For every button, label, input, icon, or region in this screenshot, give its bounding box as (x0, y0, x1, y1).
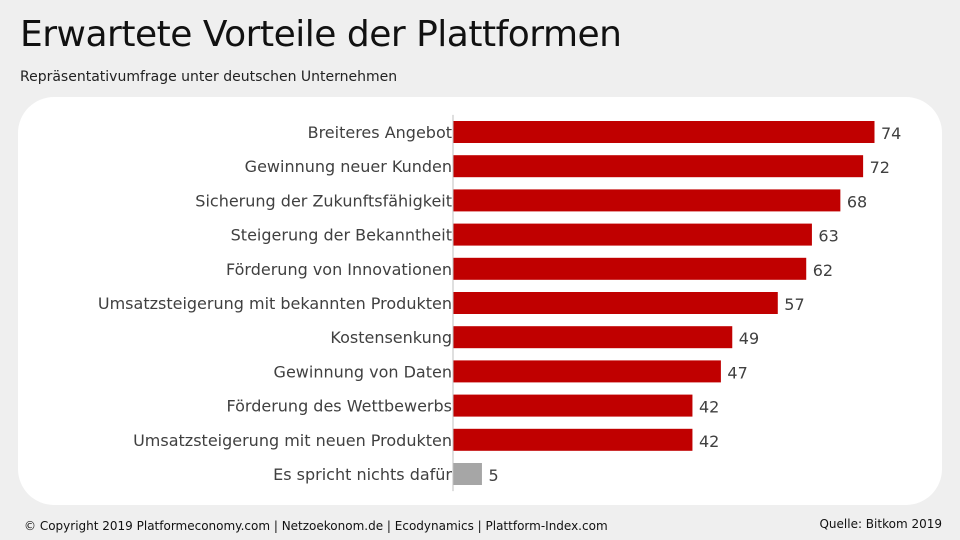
bar (453, 463, 482, 485)
category-label: Breiteres Angebot (308, 123, 452, 142)
data-label: 74 (881, 124, 901, 143)
bar-chart: Breiteres Angebot 74 Gewinnung neuer Kunde… (98, 114, 901, 492)
category-label: Sicherung der Zukunftsfähigkeit (195, 191, 452, 210)
page-title: Erwartete Vorteile der Plattformen (20, 14, 622, 55)
category-label: Förderung von Innovationen (226, 260, 452, 279)
bar (453, 394, 693, 417)
category-label: Gewinnung von Daten (274, 362, 452, 381)
data-label: 49 (739, 329, 759, 348)
data-label: 63 (818, 227, 838, 246)
bar (453, 223, 812, 246)
data-label: 5 (488, 466, 498, 485)
source-footer: Quelle: Bitkom 2019 (819, 517, 942, 531)
category-label: Gewinnung neuer Kunden (245, 157, 452, 176)
data-label: 57 (784, 295, 804, 314)
data-label: 47 (727, 363, 747, 382)
data-label: 42 (699, 432, 719, 451)
data-label: 68 (847, 192, 867, 211)
copyright-footer: © Copyright 2019 Platformeconomy.com | N… (24, 519, 608, 533)
page-subtitle: Repräsentativumfrage unter deutschen Unt… (20, 69, 398, 85)
category-label: Umsatzsteigerung mit neuen Produkten (133, 431, 452, 450)
category-label: Kostensenkung (330, 328, 452, 347)
bar (453, 292, 778, 314)
bar (453, 155, 864, 178)
bar (453, 428, 693, 451)
category-label: Umsatzsteigerung mit bekannten Produkten (98, 294, 452, 313)
bar (453, 189, 841, 212)
category-label: Es spricht nichts dafür (273, 465, 452, 484)
category-label: Förderung des Wettbewerbs (226, 397, 452, 416)
data-label: 62 (813, 261, 833, 280)
bar (453, 326, 733, 349)
data-label: 72 (870, 158, 890, 177)
bar (453, 360, 721, 383)
data-label: 42 (699, 398, 719, 417)
chart-panel: Breiteres Angebot 74 Gewinnung neuer Kunde… (18, 97, 942, 505)
category-label: Steigerung der Bekanntheit (231, 226, 452, 245)
bar (453, 121, 875, 143)
bar (453, 257, 807, 280)
